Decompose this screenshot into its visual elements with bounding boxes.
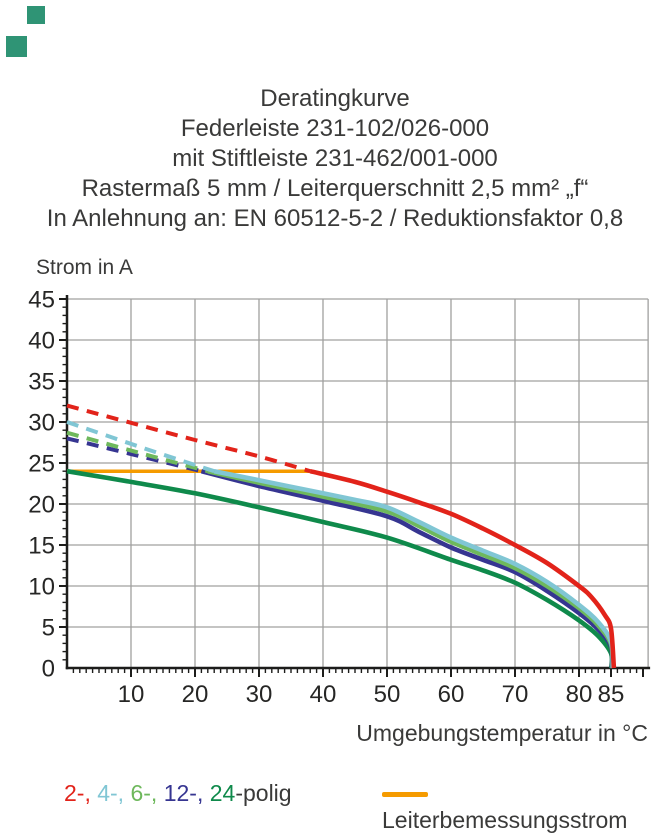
x-tick-label: 20 [182, 681, 209, 703]
y-tick-label: 45 [28, 288, 55, 314]
y-tick-label: 20 [28, 492, 55, 519]
curve-2-polig [309, 468, 617, 669]
title-line-5: In Anlehnung an: EN 60512-5-2 / Reduktio… [46, 205, 624, 232]
curve-dashed-2-polig [66, 403, 311, 474]
x-tick-label: 30 [246, 681, 273, 703]
title-line-3: mit Stiftleiste 231-462/001-000 [172, 145, 498, 172]
legend-reference: Leiterbemessungsstrom [382, 780, 670, 834]
legend: 2-, 4-, 6-, 12-, 24-polig Leiterbemessun… [0, 780, 670, 833]
y-tick-label: 40 [28, 328, 55, 355]
curve-dashed-12-polig [66, 436, 202, 474]
y-tick-label: 15 [28, 533, 55, 560]
title-line-1: Deratingkurve [260, 85, 410, 112]
title-line-4: Rastermaß 5 mm / Leiterquerschnitt 2,5 m… [81, 175, 589, 202]
brand-corner-square-top [27, 6, 45, 24]
y-tick-label: 0 [42, 656, 55, 683]
curve-dashed-6-polig [66, 430, 209, 474]
x-tick-label: 60 [438, 681, 465, 703]
y-tick-label: 30 [28, 410, 55, 437]
chart-title-block: Deratingkurve Federleiste 231-102/026-00… [0, 84, 670, 234]
reference-line-label: Leiterbemessungsstrom [382, 807, 628, 833]
y-tick-label: 5 [42, 615, 55, 642]
curve-12-polig [200, 468, 615, 669]
legend-series-part: 2-, [64, 780, 98, 806]
x-tick-label: 40 [310, 681, 337, 703]
legend-series-part: 24 [209, 780, 236, 806]
y-tick-label: 35 [28, 369, 55, 396]
derating-chart: 0 5 10 15 20 25 30 35 40 45 10 20 30 40 50 60 70 80 85 [28, 288, 651, 703]
x-tick-label: 10 [118, 681, 145, 703]
x-tick-label: 85 [598, 681, 625, 703]
curve-24-polig [66, 468, 615, 669]
x-tick-label: 70 [502, 681, 529, 703]
legend-series-labels: 2-, 4-, 6-, 12-, 24-polig [64, 780, 292, 807]
x-tick-label: 80 [566, 681, 593, 703]
legend-series-part: 12-, [163, 780, 210, 806]
curve-dashed-4-polig [66, 420, 215, 474]
y-tick-label: 10 [28, 574, 55, 601]
legend-series-part: 4-, [97, 780, 131, 806]
reference-line-swatch [382, 792, 428, 797]
title-line-2: Federleiste 231-102/026-000 [180, 115, 490, 142]
y-axis-title: Strom in A [36, 256, 133, 279]
legend-series-part: 6-, [130, 780, 164, 806]
legend-series-part: -polig [235, 780, 292, 806]
y-tick-label: 25 [28, 451, 55, 478]
x-axis-title: Umgebungstemperatur in °C [356, 720, 648, 746]
x-tick-label: 50 [374, 681, 401, 703]
curve-4-polig [213, 468, 616, 669]
brand-corner-square-bottom [6, 36, 27, 57]
